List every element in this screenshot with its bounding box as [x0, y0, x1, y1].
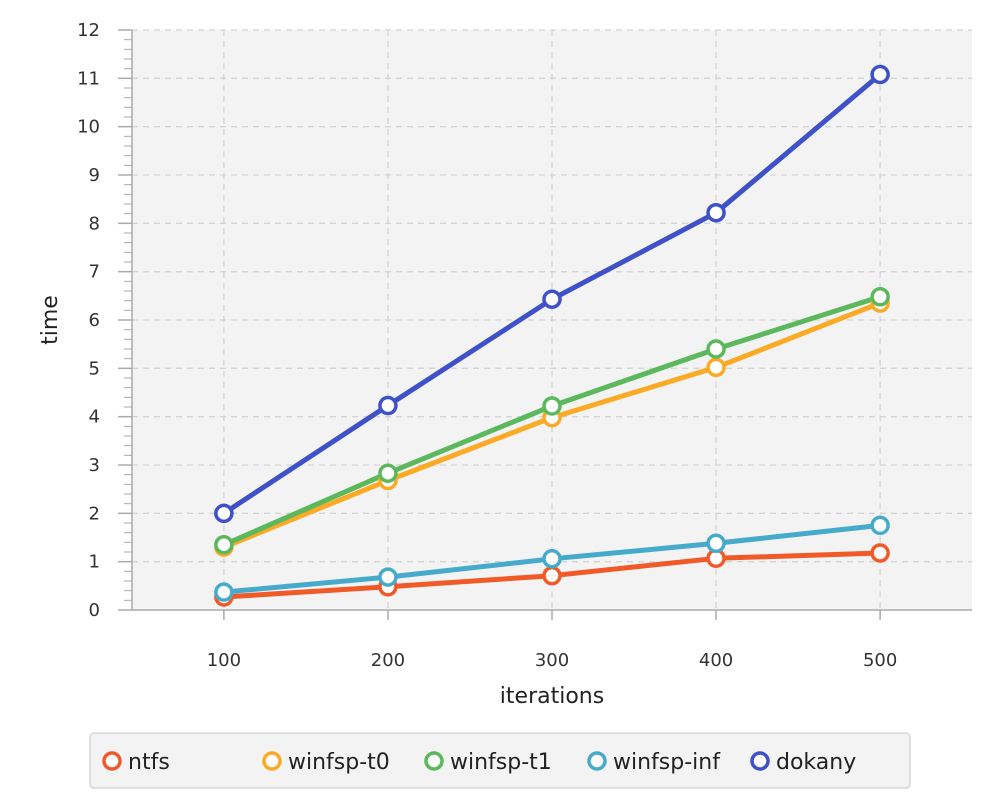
- legend-item-dokany[interactable]: dokany: [750, 750, 856, 775]
- data-point-winfsp-t1[interactable]: [378, 463, 398, 483]
- y-tick-label: 3: [89, 455, 100, 476]
- data-point-winfsp-t1[interactable]: [870, 287, 890, 307]
- data-point-winfsp-inf[interactable]: [214, 582, 234, 602]
- data-point-winfsp-t1[interactable]: [542, 396, 562, 416]
- legend-label: winfsp-inf: [613, 750, 721, 775]
- legend: ntfs winfsp-t0 winfsp-t1 winfsp-inf dokany: [89, 732, 911, 789]
- data-point-winfsp-t1[interactable]: [706, 339, 726, 359]
- y-tick-label: 1: [89, 552, 100, 573]
- y-tick-label: 12: [77, 20, 100, 41]
- data-point-winfsp-inf[interactable]: [706, 533, 726, 554]
- legend-marker: [587, 751, 607, 771]
- legend-label: winfsp-t1: [450, 750, 552, 775]
- data-point-dokany[interactable]: [542, 289, 562, 309]
- data-point-winfsp-t0[interactable]: [706, 357, 726, 378]
- y-tick-label: 9: [89, 165, 100, 186]
- legend-label: winfsp-t0: [288, 750, 390, 775]
- y-tick-label: 8: [89, 213, 100, 234]
- y-tick-label: 5: [89, 358, 100, 379]
- legend-box: [89, 732, 911, 789]
- legend-item-winfsp-t1[interactable]: winfsp-t1: [424, 750, 552, 775]
- data-point-winfsp-inf[interactable]: [542, 549, 562, 569]
- y-tick-label: 7: [89, 262, 100, 283]
- data-point-winfsp-inf[interactable]: [378, 567, 398, 587]
- y-tick-label: 4: [89, 407, 100, 428]
- data-point-dokany[interactable]: [706, 202, 726, 223]
- data-point-ntfs[interactable]: [870, 543, 890, 563]
- x-tick-label: 400: [699, 650, 733, 671]
- legend-marker: [102, 751, 122, 771]
- legend-label: dokany: [776, 750, 856, 775]
- y-tick-label: 10: [77, 117, 100, 138]
- data-point-dokany[interactable]: [378, 395, 398, 416]
- legend-label: ntfs: [128, 750, 170, 775]
- legend-marker: [750, 751, 770, 771]
- x-tick-label: 500: [863, 650, 897, 671]
- legend-item-winfsp-t0[interactable]: winfsp-t0: [262, 750, 390, 775]
- data-point-dokany[interactable]: [214, 503, 234, 524]
- y-tick-label: 6: [89, 310, 100, 331]
- data-point-ntfs[interactable]: [542, 565, 562, 586]
- x-tick-label: 300: [535, 650, 569, 671]
- x-tick-label: 100: [207, 650, 241, 671]
- data-point-dokany[interactable]: [870, 64, 890, 85]
- x-axis-title: iterations: [500, 684, 604, 709]
- legend-marker: [424, 751, 444, 771]
- data-point-winfsp-t1[interactable]: [214, 535, 234, 555]
- x-tick-label: 200: [371, 650, 405, 671]
- y-tick-label: 11: [77, 68, 100, 89]
- legend-items: ntfs winfsp-t0 winfsp-t1 winfsp-inf dokany: [102, 750, 856, 775]
- legend-item-winfsp-inf[interactable]: winfsp-inf: [587, 750, 721, 775]
- y-axis-title: time: [38, 295, 63, 345]
- points-layer: [214, 64, 890, 607]
- data-point-winfsp-inf[interactable]: [870, 515, 890, 536]
- y-tick-label: 0: [89, 600, 100, 621]
- legend-marker: [262, 751, 282, 771]
- y-tick-label: 2: [89, 503, 100, 524]
- legend-item-ntfs[interactable]: ntfs: [102, 750, 170, 775]
